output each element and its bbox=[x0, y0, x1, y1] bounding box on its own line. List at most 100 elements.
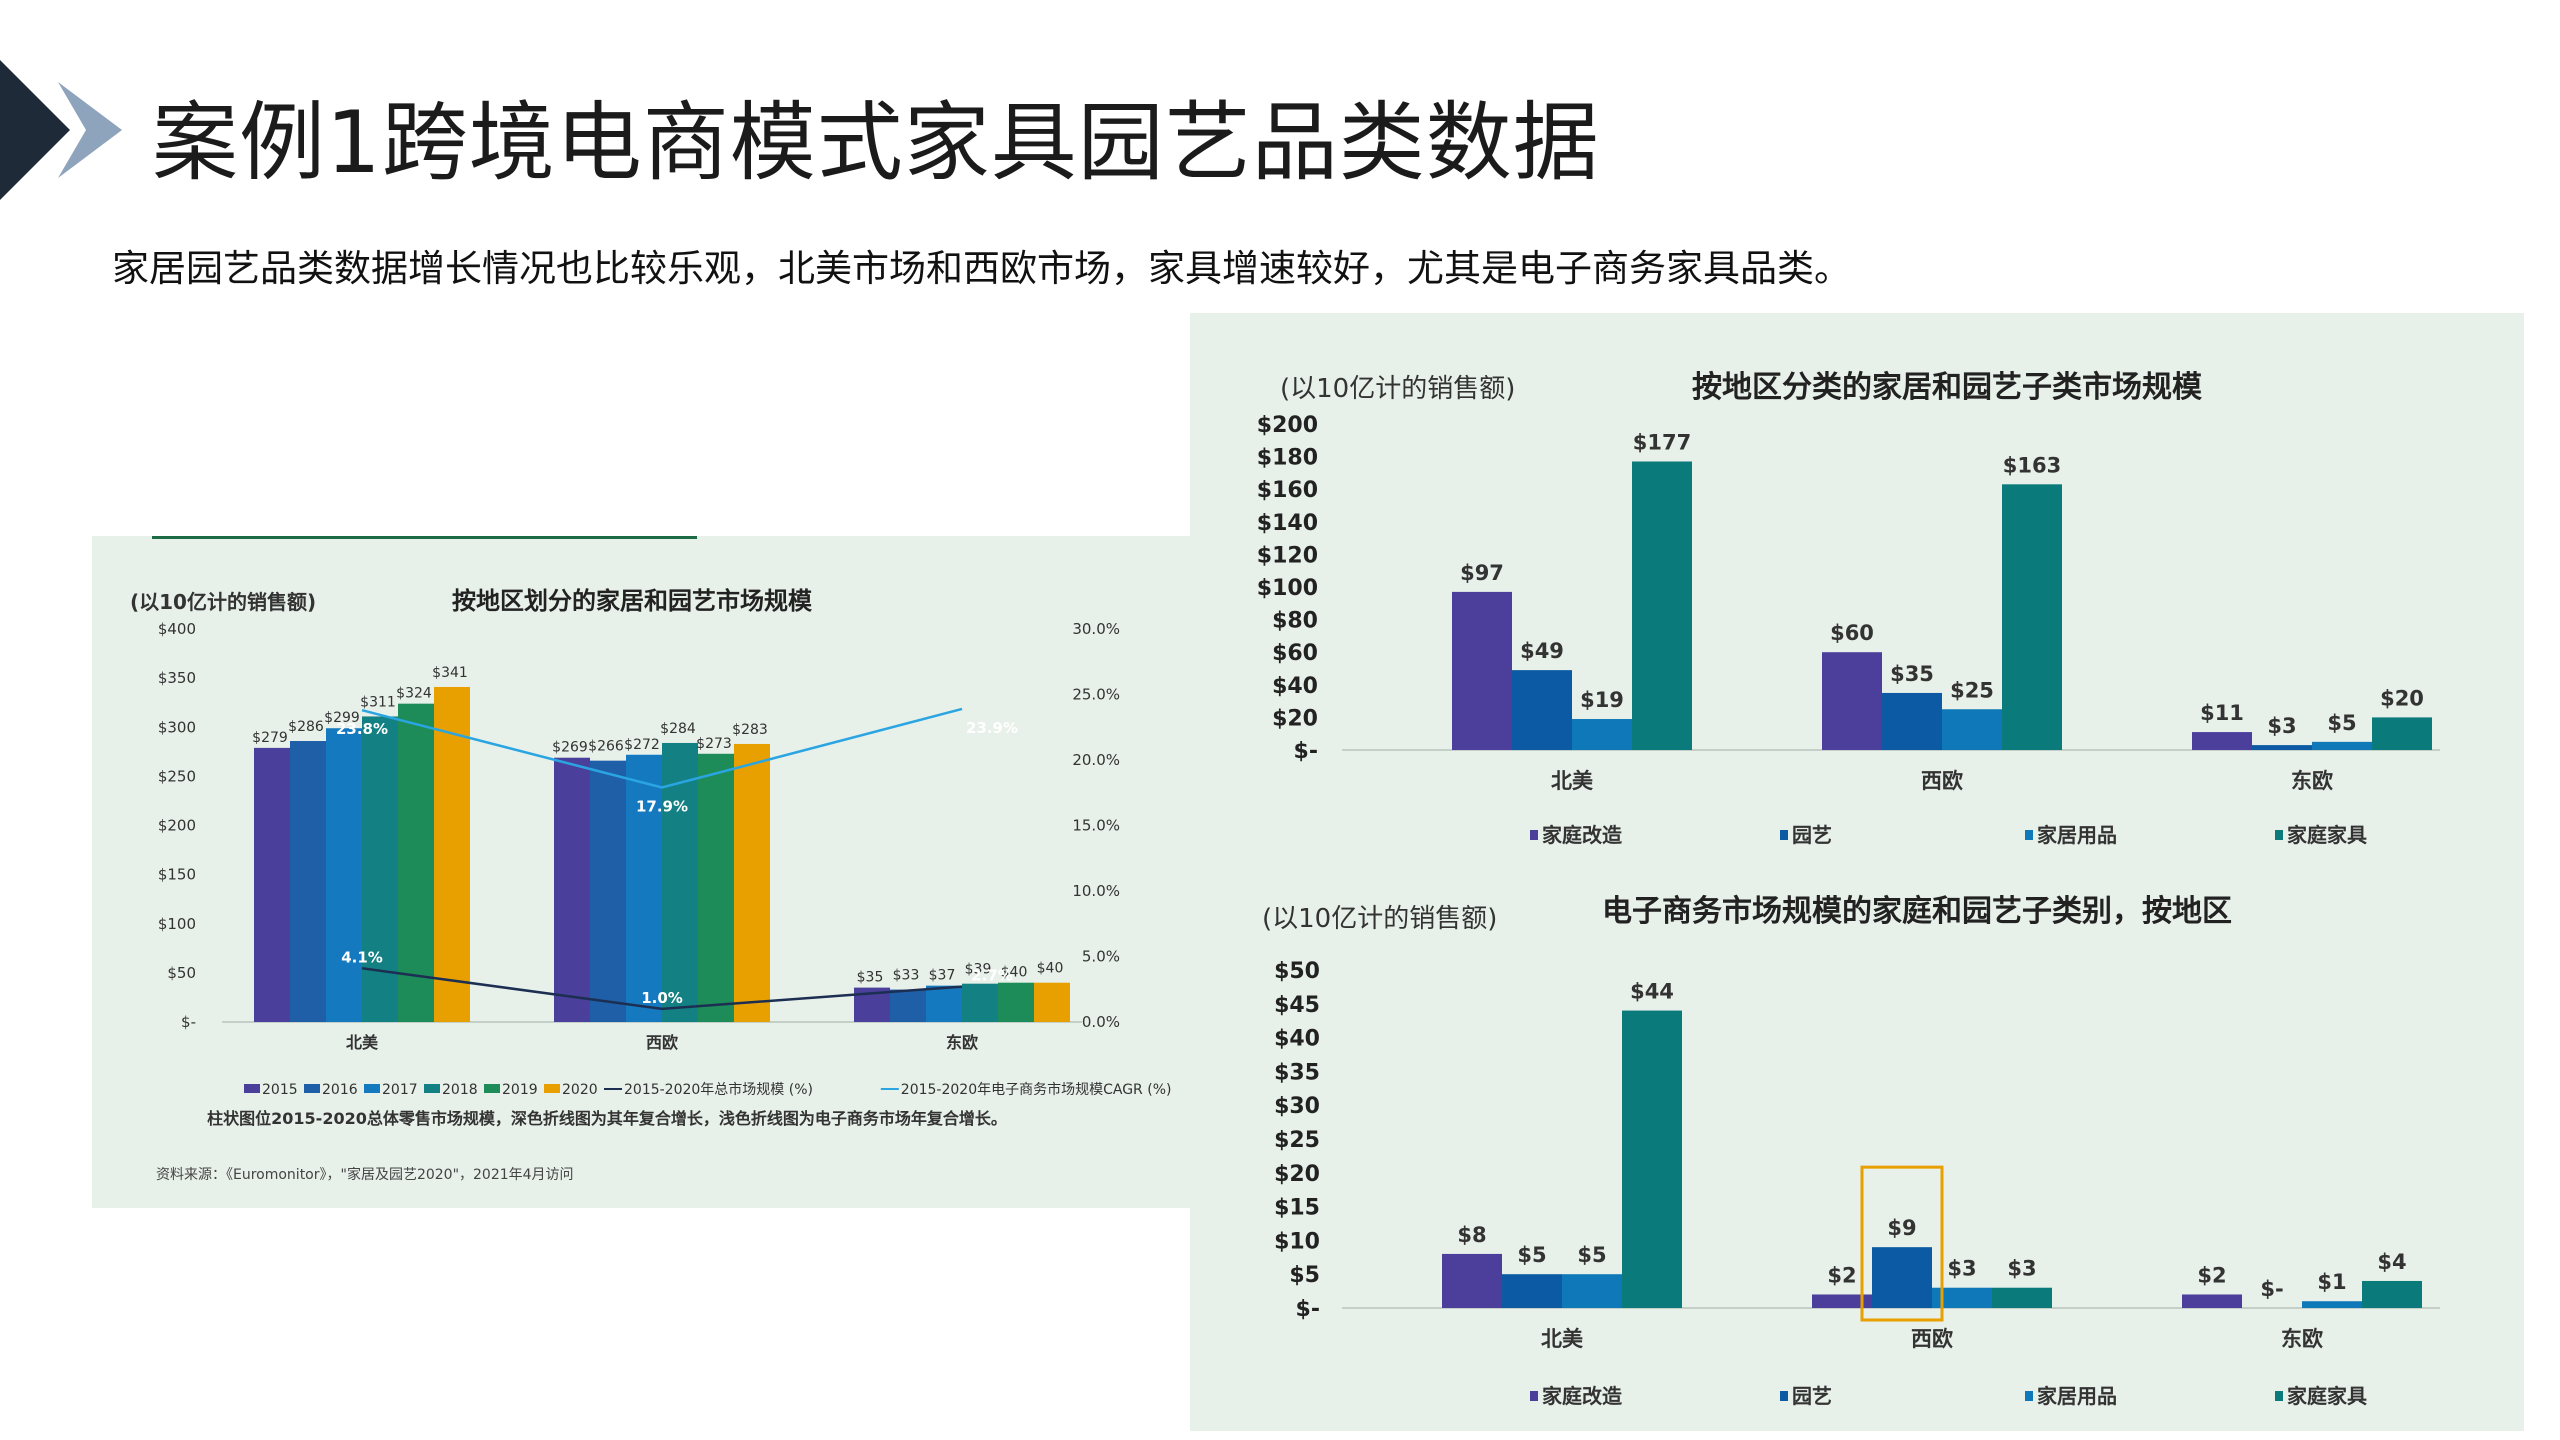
bar-value-label: $5 bbox=[1577, 1243, 1606, 1267]
line-point-label: 23.8% bbox=[336, 720, 388, 738]
chart-title: 按地区分类的家居和园艺子类市场规模 bbox=[1692, 370, 2202, 405]
y-tick-label: $120 bbox=[1257, 543, 1318, 568]
chart-title: 电子商务市场规模的家庭和园艺子类别，按地区 bbox=[1602, 894, 2232, 929]
legend-swatch-2019 bbox=[484, 1084, 500, 1093]
bar-value-label: $3 bbox=[2267, 714, 2296, 738]
y-tick-label: $60 bbox=[1272, 641, 1318, 666]
bar-value-label: $269 bbox=[552, 740, 588, 756]
legend-label: 园艺 bbox=[1792, 1384, 1832, 1408]
slide-title: 案例1跨境电商模式家具园艺品类数据 bbox=[152, 93, 1600, 193]
bar-家居用品-北美 bbox=[1562, 1274, 1622, 1308]
bar-2020-西欧 bbox=[734, 743, 770, 1022]
bar-value-label: $37 bbox=[929, 968, 956, 984]
bar-2017-西欧 bbox=[626, 754, 662, 1022]
bar-家庭改造-西欧 bbox=[1822, 652, 1882, 750]
bar-value-label: $2 bbox=[2197, 1263, 2226, 1287]
y-tick-label: $50 bbox=[1274, 959, 1320, 984]
arrow-light-shape bbox=[58, 82, 122, 178]
bar-家庭家具-西欧 bbox=[1992, 1287, 2052, 1308]
y2-tick-label: 5.0% bbox=[1082, 948, 1120, 966]
bar-value-label: $19 bbox=[1580, 688, 1624, 712]
y-tick-label: $350 bbox=[158, 669, 196, 687]
bar-value-label: $266 bbox=[588, 739, 624, 755]
bar-value-label: $40 bbox=[1001, 965, 1028, 981]
legend-label: 家庭家具 bbox=[2287, 1384, 2367, 1408]
left-chart-svg: (以10亿计的销售额) 按地区划分的家居和园艺市场规模 $- $50 $100 $150 $… bbox=[130, 587, 1171, 1183]
bar-2018-西欧 bbox=[662, 742, 698, 1022]
bar-value-label: $5 bbox=[1517, 1243, 1546, 1267]
line-point-label: 1.0% bbox=[641, 989, 683, 1007]
line-point-label: 4.1% bbox=[341, 948, 383, 966]
category-label: 东欧 bbox=[2281, 1327, 2323, 1351]
bar-2016-西欧 bbox=[590, 760, 626, 1022]
bar-家庭家具-北美 bbox=[1622, 1010, 1682, 1308]
y2-tick-label: 0.0% bbox=[1082, 1013, 1120, 1031]
bar-value-label: $311 bbox=[360, 694, 396, 710]
bar-value-label: $324 bbox=[396, 686, 432, 702]
y-tick-label: $200 bbox=[1257, 413, 1318, 438]
bar-value-label: $4 bbox=[2377, 1250, 2406, 1274]
chart-unit-label: (以10亿计的销售额) bbox=[1280, 374, 1515, 404]
bar-value-label: $1 bbox=[2317, 1270, 2346, 1294]
legend-label: 2016 bbox=[322, 1082, 358, 1098]
bar-value-label: $- bbox=[2260, 1277, 2283, 1301]
legend-label: 家居用品 bbox=[2037, 1384, 2117, 1408]
category-label: 北美 bbox=[1551, 769, 1593, 793]
bar-园艺-东欧 bbox=[2252, 745, 2312, 750]
y-tick-label: $15 bbox=[1274, 1196, 1320, 1221]
bar-value-label: $177 bbox=[1633, 430, 1691, 454]
legend-label: 家庭改造 bbox=[1542, 1384, 1623, 1408]
legend-label: 2017 bbox=[382, 1082, 418, 1098]
category-label: 东欧 bbox=[946, 1033, 978, 1052]
bar-2019-西欧 bbox=[698, 753, 734, 1022]
bar-2020-东欧 bbox=[1034, 982, 1070, 1022]
category-label: 北美 bbox=[346, 1033, 379, 1052]
bar-value-label: $97 bbox=[1460, 561, 1504, 585]
bar-2018-东欧 bbox=[962, 983, 998, 1022]
ecommerce-cagr-line bbox=[361, 707, 963, 789]
bar-园艺-北美 bbox=[1502, 1274, 1562, 1308]
chart-unit-label: (以10亿计的销售额) bbox=[130, 590, 316, 614]
category-label: 西欧 bbox=[646, 1033, 678, 1052]
legend-swatch-家庭改造 bbox=[1530, 830, 1538, 840]
bar-家庭家具-北美 bbox=[1632, 461, 1692, 750]
y-tick-label: $50 bbox=[167, 964, 196, 982]
bar-value-label: $35 bbox=[857, 970, 884, 986]
bar-家庭改造-北美 bbox=[1442, 1253, 1502, 1308]
bar-2016-北美 bbox=[290, 741, 326, 1022]
legend-swatch-家庭家具 bbox=[2275, 1391, 2283, 1401]
bar-家庭家具-西欧 bbox=[2002, 484, 2062, 750]
y-tick-label: $- bbox=[1296, 1297, 1320, 1322]
legend-label: 园艺 bbox=[1792, 823, 1832, 847]
bar-家庭改造-西欧 bbox=[1812, 1294, 1872, 1308]
line-point-label: 23.9% bbox=[966, 719, 1018, 737]
bar-2019-北美 bbox=[398, 703, 434, 1022]
bar-value-label: $9 bbox=[1887, 1216, 1916, 1240]
legend-swatch-家居用品 bbox=[2025, 1391, 2033, 1401]
category-label: 东欧 bbox=[2291, 769, 2333, 793]
y-tick-label: $30 bbox=[1274, 1094, 1320, 1119]
bar-园艺-西欧 bbox=[1882, 692, 1942, 750]
chart-title: 按地区划分的家居和园艺市场规模 bbox=[452, 587, 813, 615]
bar-value-label: $3 bbox=[2007, 1257, 2036, 1281]
bar-2019-东欧 bbox=[998, 982, 1034, 1022]
bar-value-label: $286 bbox=[288, 719, 324, 735]
category-label: 西欧 bbox=[1921, 769, 1963, 793]
y2-tick-label: 30.0% bbox=[1072, 620, 1120, 638]
line-point-label: 17.9% bbox=[636, 798, 688, 816]
chart-note: 柱状图位2015-2020总体零售市场规模，深色折线图为其年复合增长，浅色折线图… bbox=[207, 1109, 1007, 1128]
legend-swatch-园艺 bbox=[1780, 830, 1788, 840]
chart-unit-label: (以10亿计的销售额) bbox=[1262, 904, 1497, 934]
legend-swatch-2016 bbox=[304, 1084, 320, 1093]
y-tick-label: $40 bbox=[1272, 674, 1318, 699]
y-tick-label: $5 bbox=[1289, 1263, 1320, 1288]
legend-label: 家庭改造 bbox=[1542, 823, 1623, 847]
bar-家庭家具-东欧 bbox=[2372, 717, 2432, 750]
bar-value-label: $284 bbox=[660, 721, 696, 737]
y-tick-label: $35 bbox=[1274, 1060, 1320, 1085]
y-tick-label: $400 bbox=[158, 620, 196, 638]
y-tick-label: $- bbox=[1294, 739, 1318, 764]
bar-家居用品-西欧 bbox=[1942, 709, 2002, 750]
bar-value-label: $299 bbox=[324, 710, 360, 726]
y-tick-label: $100 bbox=[158, 915, 196, 933]
